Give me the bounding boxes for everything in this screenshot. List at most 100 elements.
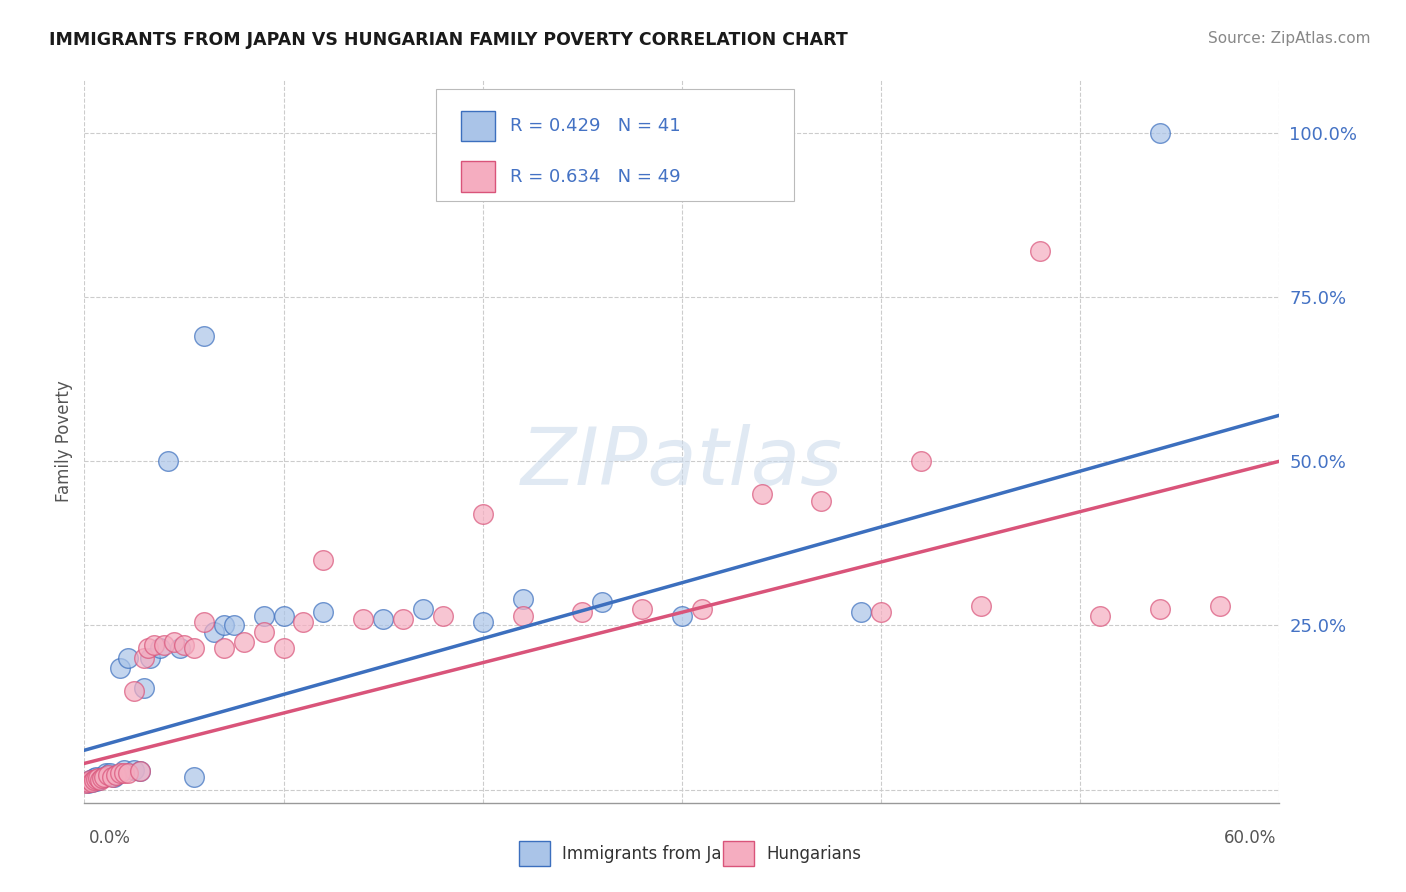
Point [122,684,145,698]
Text: R = 0.634   N = 49: R = 0.634 N = 49 [510,168,681,186]
Point [910,454,932,468]
Point [157,454,180,468]
Point [87,772,110,787]
Point [1149,602,1171,616]
Point [96,766,118,780]
Point [136,641,159,656]
Point [1209,599,1232,613]
Point [970,599,993,613]
Point [173,638,195,652]
Point [117,766,139,780]
Point [86,774,108,789]
Point [149,641,172,656]
Point [77,774,100,789]
Point [392,612,415,626]
Point [82,774,104,789]
Text: Source: ZipAtlas.com: Source: ZipAtlas.com [1208,31,1371,46]
Point [132,681,156,695]
Point [671,608,693,623]
Point [132,651,156,665]
Point [212,618,235,632]
Point [202,625,225,640]
Point [93,770,115,784]
Point [79,772,101,787]
Point [193,615,215,630]
Point [1149,126,1171,140]
Point [512,592,534,607]
Text: IMMIGRANTS FROM JAPAN VS HUNGARIAN FAMILY POVERTY CORRELATION CHART: IMMIGRANTS FROM JAPAN VS HUNGARIAN FAMIL… [49,31,848,49]
Text: 0.0%: 0.0% [89,829,131,847]
Point [110,766,132,780]
Point [183,641,205,656]
Point [79,772,101,787]
Point [98,766,121,780]
Point [591,595,613,609]
Point [77,776,100,790]
Y-axis label: Family Poverty: Family Poverty [55,381,73,502]
Point [89,773,111,788]
Point [169,641,191,656]
Point [89,771,111,785]
Point [273,641,295,656]
Point [312,553,335,567]
Point [105,768,128,782]
Point [87,771,110,785]
Point [312,605,335,619]
Point [103,770,125,784]
Point [101,770,124,784]
Point [273,608,295,623]
Point [432,608,454,623]
Point [105,768,128,782]
Point [373,612,395,626]
Point [112,766,135,780]
Point [810,493,832,508]
Point [222,618,245,632]
Point [512,608,534,623]
Point [212,641,235,656]
Point [83,771,105,785]
Point [352,612,374,626]
Point [412,602,434,616]
Text: Immigrants from Japan: Immigrants from Japan [562,845,754,863]
Point [870,605,893,619]
Point [112,763,135,777]
Point [97,768,120,782]
Point [253,608,276,623]
Point [851,605,873,619]
Point [129,764,152,779]
Text: 60.0%: 60.0% [1225,829,1277,847]
Text: R = 0.429   N = 41: R = 0.429 N = 41 [510,117,681,135]
Point [129,764,152,779]
Text: Hungarians: Hungarians [766,845,862,863]
Point [193,329,215,343]
Point [183,770,205,784]
Point [93,770,115,784]
Point [631,602,654,616]
Point [91,770,114,784]
Text: ZIPatlas: ZIPatlas [520,425,844,502]
Point [86,772,108,786]
Point [232,635,254,649]
Point [163,635,186,649]
Point [143,638,166,652]
Point [471,615,494,630]
Point [97,768,120,782]
Point [83,773,105,788]
Point [86,770,108,784]
Point [153,638,176,652]
Point [91,771,114,785]
Point [75,776,97,790]
Point [1090,608,1112,623]
Point [139,651,162,665]
Point [571,605,593,619]
Point [690,602,713,616]
Point [122,763,145,777]
Point [253,625,276,640]
Point [751,487,773,501]
Point [1029,244,1052,258]
Point [117,651,139,665]
Point [292,615,315,630]
Point [471,507,494,521]
Point [82,774,104,789]
Point [110,661,132,675]
